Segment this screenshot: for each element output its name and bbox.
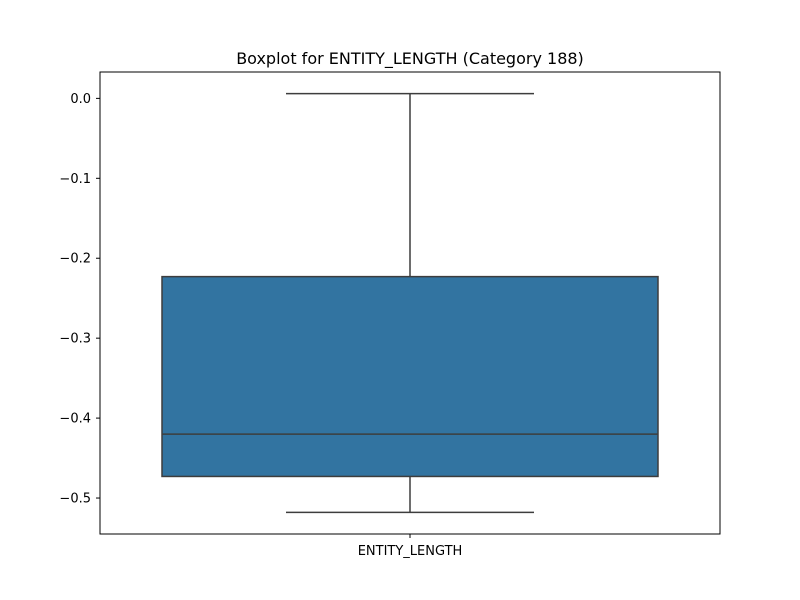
y-tick-label: −0.2	[59, 252, 91, 267]
x-tick-label: ENTITY_LENGTH	[358, 544, 463, 559]
y-tick-label: −0.1	[59, 172, 91, 187]
chart-title: Boxplot for ENTITY_LENGTH (Category 188)	[236, 49, 584, 69]
x-axis: ENTITY_LENGTH	[358, 534, 463, 559]
y-tick-label: 0.0	[70, 92, 91, 107]
plot-frame	[99, 71, 721, 535]
iqr-box	[161, 275, 659, 478]
y-tick-label: −0.5	[59, 492, 91, 507]
y-tick-label: −0.4	[59, 412, 91, 427]
plot-area	[161, 92, 659, 514]
y-axis: 0.0 −0.1 −0.2 −0.3 −0.4 −0.5	[59, 92, 100, 507]
y-tick-label: −0.3	[59, 332, 91, 347]
